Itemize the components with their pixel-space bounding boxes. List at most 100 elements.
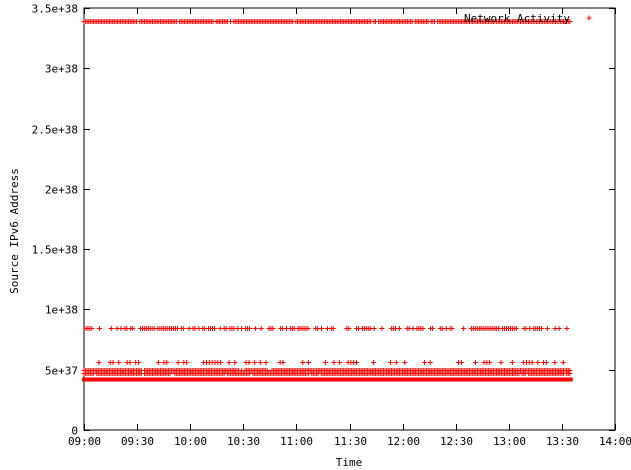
- y-tick-label: 0: [71, 425, 78, 438]
- data-point: [184, 360, 190, 365]
- data-point: [305, 360, 311, 365]
- data-point: [402, 360, 408, 365]
- data-point: [379, 326, 385, 331]
- data-point: [430, 326, 436, 331]
- x-tick-label: 13:00: [493, 435, 526, 448]
- data-point: [498, 360, 504, 365]
- data-point: [552, 360, 558, 365]
- data-point: [232, 360, 238, 365]
- data-point: [246, 326, 252, 331]
- x-tick-label: 09:30: [121, 435, 154, 448]
- data-point: [509, 360, 515, 365]
- data-point: [319, 326, 325, 331]
- data-band: [82, 377, 573, 382]
- data-point: [96, 360, 102, 365]
- data-point: [270, 326, 276, 331]
- data-point: [529, 360, 535, 365]
- x-axis-label: Time: [336, 456, 363, 469]
- data-point: [544, 326, 550, 331]
- data-point: [337, 360, 343, 365]
- data-point: [567, 371, 573, 376]
- y-axis: 0 5e+37 1e+38 1.5e+38 2e+38 2.5e+38 3e+38 3.5e+…: [32, 3, 615, 438]
- x-tick-label: 10:00: [174, 435, 207, 448]
- data-point: [127, 360, 133, 365]
- data-point: [461, 326, 467, 331]
- data-point: [257, 360, 263, 365]
- data-point: [164, 360, 170, 365]
- x-tick-label: 09:00: [68, 435, 101, 448]
- data-point: [539, 326, 545, 331]
- data-point: [175, 360, 181, 365]
- data-band: [81, 19, 573, 24]
- legend-marker: [586, 15, 592, 21]
- data-point: [346, 326, 352, 331]
- data-point: [89, 326, 95, 331]
- data-point: [458, 360, 464, 365]
- data-point: [97, 326, 103, 331]
- data-point: [567, 19, 573, 24]
- data-point: [305, 326, 311, 331]
- data-point: [449, 326, 455, 331]
- data-point: [280, 360, 286, 365]
- y-tick-label: 1e+38: [45, 304, 78, 317]
- data-points: [81, 19, 573, 382]
- x-tick-label: 14:00: [599, 435, 631, 448]
- data-point: [300, 360, 306, 365]
- data-point: [226, 360, 232, 365]
- plot-frame: [83, 7, 616, 431]
- y-tick-label: 5e+37: [45, 365, 78, 378]
- data-point: [354, 360, 360, 365]
- y-tick-label: 2e+38: [45, 184, 78, 197]
- data-point: [396, 326, 402, 331]
- data-point: [155, 360, 161, 365]
- data-point: [556, 326, 562, 331]
- data-point: [331, 360, 337, 365]
- data-point: [371, 360, 377, 365]
- data-point: [330, 326, 336, 331]
- y-tick-label: 3e+38: [45, 63, 78, 76]
- data-point: [513, 326, 519, 331]
- data-point: [371, 326, 377, 331]
- y-tick-label: 2.5e+38: [32, 124, 78, 137]
- data-point: [130, 326, 136, 331]
- data-point: [388, 360, 394, 365]
- data-point: [422, 360, 428, 365]
- data-point: [108, 326, 114, 331]
- data-point: [560, 360, 566, 365]
- x-tick-label: 11:00: [280, 435, 313, 448]
- data-point: [167, 371, 173, 376]
- legend-label: Network Activity: [464, 12, 570, 25]
- data-point: [258, 326, 264, 331]
- data-point: [110, 360, 116, 365]
- x-tick-label: 12:00: [387, 435, 420, 448]
- data-point: [252, 360, 258, 365]
- data-point: [420, 326, 426, 331]
- data-point: [535, 360, 541, 365]
- x-tick-label: 10:30: [227, 435, 260, 448]
- data-point: [427, 360, 433, 365]
- data-point: [136, 360, 142, 365]
- plot-border: [83, 7, 616, 431]
- data-band: [81, 371, 573, 376]
- data-band: [96, 360, 566, 365]
- data-point: [393, 360, 399, 365]
- y-axis-label: Source IPv6 Address: [8, 168, 21, 294]
- data-point: [211, 326, 217, 331]
- legend: Network Activity: [464, 12, 592, 25]
- data-point: [473, 360, 479, 365]
- x-tick-label: 11:30: [334, 435, 367, 448]
- y-tick-label: 3.5e+38: [32, 3, 78, 16]
- data-point: [116, 360, 122, 365]
- data-point: [246, 360, 252, 365]
- data-band: [81, 368, 573, 373]
- data-point: [218, 360, 224, 365]
- data-point: [252, 326, 258, 331]
- x-axis: 09:00 09:30 10:00 10:30 11:00 11:30 12:00 12:30…: [68, 8, 631, 448]
- data-point-cluster: [82, 377, 573, 382]
- data-point: [487, 360, 493, 365]
- data-band: [83, 326, 570, 331]
- data-point: [543, 360, 549, 365]
- legend-marker-icon: [586, 15, 592, 21]
- y-tick-label: 1.5e+38: [32, 244, 78, 257]
